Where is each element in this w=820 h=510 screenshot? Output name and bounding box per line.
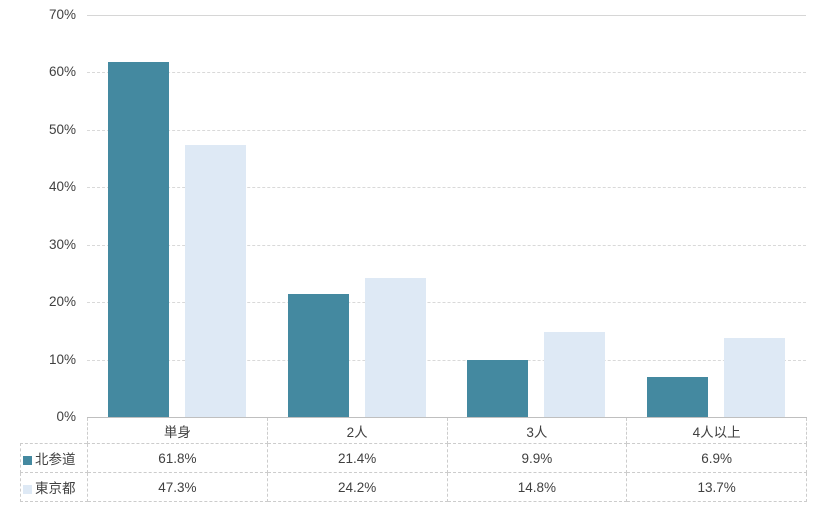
gridline bbox=[87, 302, 806, 304]
bar-北参道-3人 bbox=[467, 360, 529, 417]
y-tick-label: 70% bbox=[48, 7, 76, 22]
value-cell: 6.9% bbox=[626, 443, 807, 473]
value-cell: 14.8% bbox=[446, 472, 628, 502]
y-tick-label: 20% bbox=[48, 294, 76, 310]
gridline bbox=[87, 359, 806, 361]
category-header-row: 単身 2人 3人 4人以上 bbox=[21, 417, 807, 444]
value-cell: 24.2% bbox=[266, 472, 448, 502]
value-cell: 9.9% bbox=[446, 443, 628, 473]
series2-label: 東京都 bbox=[35, 481, 76, 496]
value-cell: 61.8% bbox=[87, 443, 268, 473]
gridline bbox=[87, 15, 806, 16]
legend-cell: 東京都 bbox=[20, 472, 88, 502]
table-row-series2: 東京都 47.3% 24.2% 14.8% 13.7% bbox=[20, 472, 807, 502]
table-row-series1: 北参道 61.8% 21.4% 9.9% 6.9% bbox=[20, 443, 807, 473]
y-tick-label: 0% bbox=[56, 409, 76, 424]
legend-cell: 北参道 bbox=[20, 443, 88, 473]
value-cell: 47.3% bbox=[87, 472, 268, 502]
bar-北参道-単身 bbox=[107, 62, 169, 417]
y-tick-label: 40% bbox=[48, 179, 76, 195]
series1-swatch-icon bbox=[23, 456, 32, 465]
y-tick-label: 50% bbox=[48, 121, 76, 137]
series1-label: 北参道 bbox=[35, 452, 76, 467]
y-tick-label: 10% bbox=[48, 351, 76, 367]
category-label: 2人 bbox=[266, 417, 448, 444]
gridline bbox=[87, 72, 806, 74]
gridline bbox=[87, 244, 806, 246]
bar-東京都-3人 bbox=[544, 332, 606, 417]
y-tick-label: 60% bbox=[48, 64, 76, 80]
category-label: 3人 bbox=[446, 417, 628, 444]
y-tick-label: 30% bbox=[48, 236, 76, 252]
gridline bbox=[87, 129, 806, 131]
bar-東京都-2人 bbox=[364, 278, 426, 417]
bar-東京都-単身 bbox=[184, 145, 246, 417]
bar-北参道-2人 bbox=[287, 294, 349, 417]
bar-東京都-4人以上 bbox=[724, 338, 786, 417]
value-cell: 21.4% bbox=[266, 443, 448, 473]
plot-area bbox=[87, 15, 806, 417]
category-label: 単身 bbox=[87, 417, 268, 444]
category-label: 4人以上 bbox=[626, 417, 807, 444]
value-cell: 13.7% bbox=[626, 472, 807, 502]
gridline bbox=[87, 187, 806, 189]
series2-swatch-icon bbox=[23, 485, 32, 494]
data-table: 単身 2人 3人 4人以上 北参道 61.8% 21.4% 9.9% 6.9% … bbox=[20, 417, 807, 502]
corner-cell bbox=[21, 418, 88, 444]
bar-北参道-4人以上 bbox=[647, 377, 709, 417]
